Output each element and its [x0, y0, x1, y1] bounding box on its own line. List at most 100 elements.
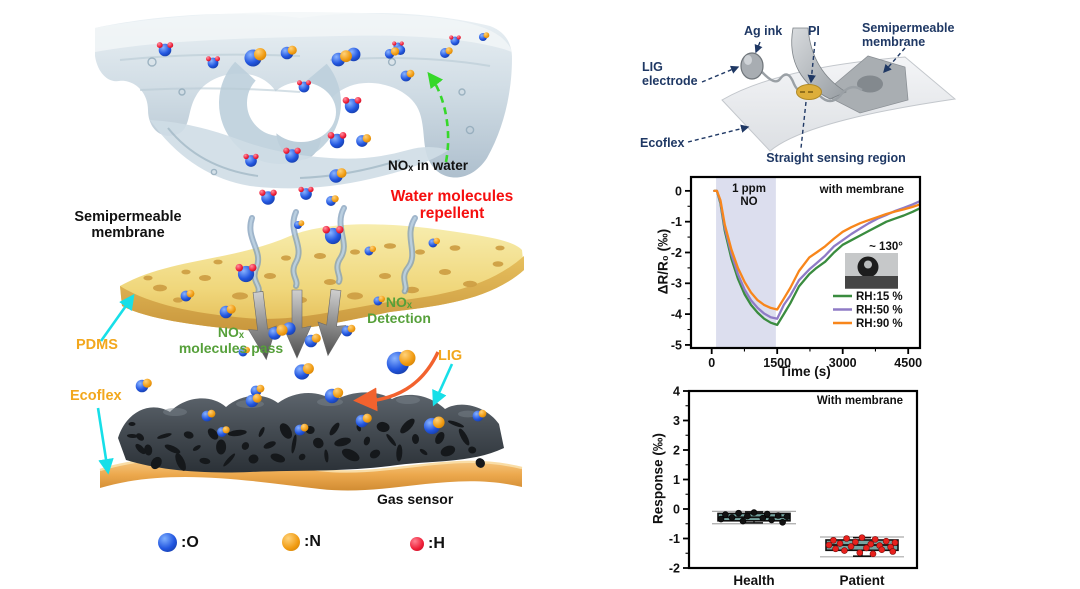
lig-arrow: [432, 363, 454, 407]
svg-text:1500: 1500: [763, 356, 791, 370]
water-molecule: [327, 132, 347, 149]
no-molecule: [245, 393, 262, 408]
oxygen-label: :O: [181, 533, 199, 551]
data-point: [836, 540, 844, 547]
svg-text:-4: -4: [671, 308, 682, 322]
svg-text:1: 1: [673, 473, 680, 487]
pi-film-curl: [791, 27, 847, 100]
data-point: [852, 538, 859, 546]
ecoflex-label-schematic: Ecoflex: [640, 136, 685, 150]
data-point: [843, 535, 850, 542]
svg-text:4500: 4500: [894, 356, 922, 370]
sensing-region-label: Straight sensing region: [766, 151, 906, 165]
ecoflex-arrow: [96, 407, 114, 475]
no-molecule: [219, 304, 236, 319]
schematic-callouts: [687, 41, 906, 149]
nox-in-water-label: NOₓ in water: [388, 158, 468, 173]
with-membrane-annotation: with membrane: [819, 184, 904, 196]
device-schematic: [687, 27, 957, 152]
gas-pulse-annotation: 1 ppm NO: [732, 183, 766, 208]
water-molecule: [259, 189, 277, 205]
no-molecule: [294, 423, 309, 436]
svg-text:3000: 3000: [829, 356, 857, 370]
data-point: [830, 536, 837, 544]
data-point: [750, 509, 758, 516]
svg-text:3: 3: [673, 414, 680, 428]
no-molecule: [329, 168, 347, 183]
data-point: [858, 534, 866, 541]
svg-text:RH:50 %: RH:50 %: [856, 305, 903, 317]
data-point: [832, 545, 839, 553]
molecules: [135, 32, 490, 437]
wire-right: [819, 85, 863, 103]
no-molecule: [373, 295, 385, 306]
data-point: [891, 539, 899, 546]
data-point: [841, 547, 848, 554]
pdms-label: PDMS: [76, 337, 118, 353]
data-point: [882, 537, 890, 545]
data-point: [759, 514, 767, 522]
water-molecule: [156, 42, 174, 57]
atom-legend-oxygen: :O: [158, 533, 199, 552]
no-molecule: [238, 346, 250, 357]
svg-text:-1: -1: [671, 215, 682, 229]
svg-text:Patient: Patient: [839, 573, 885, 588]
no-molecule: [364, 245, 376, 256]
data-point: [825, 541, 833, 549]
data-point: [774, 512, 782, 519]
data-point: [856, 549, 864, 556]
data-point: [871, 536, 879, 543]
atom-legend-nitrogen: :N: [282, 533, 321, 551]
data-point: [863, 544, 870, 552]
no2-molecule: [268, 322, 296, 340]
gas-response-chart: 0 1500 3000 4500 0 -1 -2 -3 -4 -5 RH:15 % RH:50 %RH…: [671, 175, 922, 370]
contact-angle-label: ~ 130°: [869, 241, 903, 253]
data-point: [889, 548, 897, 555]
contact-angle-inset: [845, 253, 898, 291]
no-molecule: [294, 363, 314, 380]
box-chart-ylabel: Response (‰): [650, 433, 666, 524]
nox-pass-label: NOₓ molecules pass: [178, 324, 284, 356]
pdms-membrane: [120, 224, 524, 331]
nitrogen-ball-icon: [282, 533, 300, 551]
ag-ink-highlight: [744, 55, 752, 65]
mechanism-illustration: [95, 12, 524, 491]
no-molecule: [217, 426, 230, 437]
ag-ink-label: Ag ink: [744, 24, 783, 38]
nitrogen-label: :N: [304, 533, 321, 550]
no-molecule: [355, 413, 372, 428]
nox-pass-arrows: [247, 289, 347, 361]
water-splash: [95, 12, 512, 189]
svg-text:-2: -2: [671, 246, 682, 260]
water-molecule: [342, 97, 362, 114]
no2-molecule: [331, 47, 361, 67]
no-molecule: [293, 220, 305, 230]
water-molecule: [283, 147, 301, 163]
no-molecule: [280, 45, 297, 60]
no-molecule: [341, 324, 356, 337]
oxygen-ball-icon: [158, 533, 177, 552]
data-point: [867, 540, 875, 548]
nox-evaporation-arrow: [427, 71, 450, 163]
data-point: [768, 516, 775, 524]
svg-text:4: 4: [673, 385, 680, 398]
atom-legend-hydrogen: :H: [410, 535, 445, 553]
no-molecule: [472, 409, 487, 422]
no-molecule: [356, 134, 372, 147]
semipermeable-label-schematic: Semipermeable membrane: [862, 21, 955, 49]
data-point: [744, 512, 751, 520]
svg-text:0: 0: [708, 356, 715, 370]
series-rh-15-: [713, 189, 920, 327]
callout-arrows: [96, 293, 454, 475]
no-molecule: [386, 349, 416, 375]
svg-text:-3: -3: [671, 277, 682, 291]
svg-text:RH:90 %: RH:90 %: [856, 318, 903, 330]
data-point: [735, 509, 742, 517]
water-molecule: [298, 186, 314, 200]
data-point: [779, 518, 786, 526]
no-molecule: [250, 384, 265, 397]
water-repellent-label: Water molecules repellent: [390, 188, 514, 223]
box-health: [712, 509, 796, 526]
no-molecule: [478, 32, 490, 42]
